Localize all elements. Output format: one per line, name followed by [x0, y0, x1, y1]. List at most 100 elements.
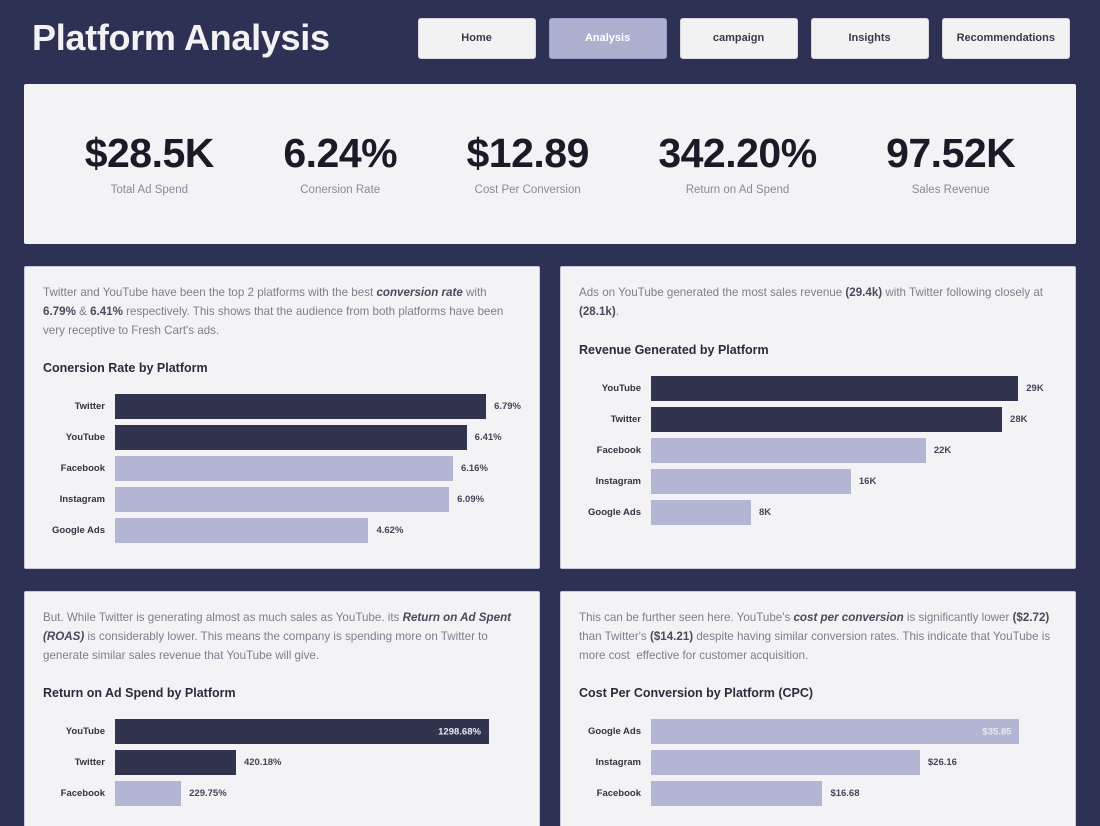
bar-value-label: 29K	[1026, 382, 1044, 394]
bar-value-label: 6.41%	[474, 432, 502, 444]
bar[interactable]	[651, 468, 851, 494]
analysis-card-grid: Twitter and YouTube have been the top 2 …	[24, 266, 1076, 826]
kpi-label: Sales Revenue	[911, 184, 990, 197]
bar-track: 28K	[651, 404, 1057, 435]
bar-category-label: Facebook	[596, 788, 641, 800]
chart-bar-row: Facebook 229.75%	[43, 778, 521, 809]
bar-track: 8K	[651, 497, 1057, 528]
tab-analysis[interactable]: Analysis	[548, 17, 667, 59]
chart-bar-row: YouTube 6.41%	[43, 422, 521, 453]
bar-track: $35.85	[651, 716, 1057, 747]
bar-chart: YouTube 29K Twitter 28K Facebook 22K Instagram…	[579, 373, 1057, 528]
bar-track: 29K	[651, 373, 1057, 404]
chart-bar-row: Facebook 22K	[579, 435, 1057, 466]
kpi-card: 342.20% Return on Ad Spend	[658, 129, 817, 197]
bar-value-label: $26.16	[927, 757, 957, 769]
analysis-card: But. While Twitter is generating almost …	[24, 591, 540, 826]
kpi-value: 97.52K	[886, 129, 1016, 176]
bar-value-label: 28K	[1010, 413, 1028, 425]
bar-category-label: YouTube	[65, 726, 105, 738]
bar-track: 6.09%	[115, 484, 521, 515]
kpi-label: Return on Ad Spend	[685, 184, 790, 197]
tab-campaign[interactable]: campaign	[679, 17, 798, 59]
bar[interactable]: $35.85	[651, 719, 1020, 745]
bar[interactable]	[115, 781, 182, 807]
card-insight-text: This can be further seen here. YouTube's…	[579, 611, 1051, 662]
bar[interactable]	[115, 518, 369, 544]
bar[interactable]: 1298.68%	[115, 719, 489, 745]
tab-insights[interactable]: Insights	[810, 17, 929, 59]
bar[interactable]	[651, 406, 1003, 432]
bar[interactable]	[115, 456, 453, 482]
nav-tabs: Home Analysis campaign Insights Recommendati…	[417, 17, 1070, 59]
bar[interactable]	[651, 781, 823, 807]
bar-track: $16.68	[651, 778, 1057, 809]
kpi-value: $28.5K	[84, 129, 215, 176]
bar-chart: YouTube 1298.68% Twitter 420.18% Facebook 229…	[43, 716, 521, 809]
bar-category-label: Google Ads	[588, 506, 641, 518]
tab-recommendations[interactable]: Recommendations	[941, 17, 1070, 59]
bar-value-label: 6.16%	[460, 463, 488, 475]
chart-bar-row: Twitter 6.79%	[43, 391, 521, 422]
bar[interactable]	[651, 499, 751, 525]
bar[interactable]	[651, 375, 1019, 401]
bar[interactable]	[651, 437, 926, 463]
bar-category-label: Google Ads	[52, 525, 105, 537]
bar[interactable]	[115, 487, 450, 513]
bar-track: 6.41%	[115, 422, 521, 453]
chart-bar-row: YouTube 1298.68%	[43, 716, 521, 747]
kpi-label: Cost Per Conversion	[474, 184, 581, 197]
bar-value-label: $16.68	[830, 788, 860, 800]
chart-bar-row: Instagram 6.09%	[43, 484, 521, 515]
bar-track: 6.16%	[115, 453, 521, 484]
bar-value-label: 4.62%	[376, 525, 404, 537]
bar-value-label: $35.85	[982, 726, 1012, 738]
bar-category-label: YouTube	[65, 432, 105, 444]
analysis-card: Ads on YouTube generated the most sales …	[560, 266, 1076, 569]
kpi-card: 6.24% Conersion Rate	[283, 129, 398, 197]
card-insight-text: But. While Twitter is generating almost …	[43, 611, 512, 662]
bar-track: 229.75%	[115, 778, 521, 809]
chart-title: Revenue Generated by Platform	[579, 342, 769, 357]
bar-category-label: Instagram	[595, 475, 641, 487]
chart-bar-row: Facebook $16.68	[579, 778, 1057, 809]
bar-category-label: Google Ads	[588, 726, 641, 738]
tab-home[interactable]: Home	[417, 17, 536, 59]
kpi-card: $28.5K Total Ad Spend	[84, 129, 215, 196]
bar-value-label: 420.18%	[243, 757, 282, 769]
chart-title: Cost Per Conversion by Platform (CPC)	[579, 686, 814, 701]
chart-bar-row: Google Ads $35.85	[579, 716, 1057, 747]
bar-value-label: 6.79%	[494, 401, 521, 413]
bar-category-label: Facebook	[60, 463, 105, 475]
bar-category-label: Instagram	[595, 757, 641, 769]
bar[interactable]	[651, 750, 920, 776]
page-title: Platform Analysis	[32, 17, 330, 58]
bar-category-label: Facebook	[60, 788, 105, 800]
bar[interactable]	[115, 750, 236, 776]
kpi-value: 6.24%	[283, 129, 398, 176]
bar-value-label: 229.75%	[189, 788, 227, 800]
bar-category-label: YouTube	[601, 382, 641, 394]
bar-track: 6.79%	[115, 391, 521, 422]
kpi-panel: $28.5K Total Ad Spend 6.24% Conersion Rate $…	[24, 84, 1076, 244]
bar-category-label: Twitter	[74, 401, 105, 413]
bar-category-label: Twitter	[74, 757, 105, 769]
kpi-card: $12.89 Cost Per Conversion	[466, 129, 590, 197]
kpi-label: Conersion Rate	[300, 184, 381, 197]
bar[interactable]	[115, 425, 467, 451]
bar-track: $26.16	[651, 747, 1057, 778]
kpi-value: 342.20%	[658, 129, 817, 176]
bar-chart: Twitter 6.79% YouTube 6.41% Facebook 6.16% Ins…	[43, 391, 521, 546]
bar-value-label: 1298.68%	[438, 726, 481, 738]
kpi-value: $12.89	[466, 129, 590, 176]
bar[interactable]	[115, 394, 487, 420]
card-insight-text: Twitter and YouTube have been the top 2 …	[43, 286, 504, 337]
bar-category-label: Instagram	[59, 494, 105, 506]
bar-track: 22K	[651, 435, 1057, 466]
bar-value-label: 16K	[858, 475, 877, 487]
chart-bar-row: Twitter 420.18%	[43, 747, 521, 778]
chart-bar-row: YouTube 29K	[579, 373, 1057, 404]
analysis-card: This can be further seen here. YouTube's…	[560, 591, 1076, 826]
chart-bar-row: Twitter 28K	[579, 404, 1057, 435]
